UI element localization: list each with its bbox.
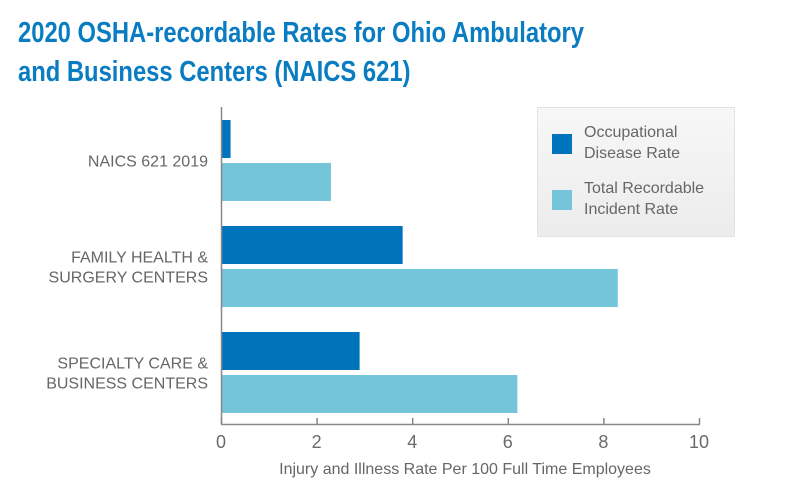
occupational-disease-bar xyxy=(221,120,231,158)
occupational-disease-bar xyxy=(221,332,360,370)
total-recordable-bar xyxy=(221,375,518,413)
category-label: SURGERY CENTERS xyxy=(49,270,208,287)
x-axis-title: Injury and Illness Rate Per 100 Full Tim… xyxy=(279,461,651,478)
x-tick-label: 0 xyxy=(216,432,226,452)
legend-label: Total Recordable xyxy=(584,180,704,197)
x-tick-label: 8 xyxy=(598,432,608,452)
legend-box xyxy=(537,107,735,237)
legend: Occupational Disease Rate Total Recordable… xyxy=(537,107,735,237)
chart-title-line-2: and Business Centers (NAICS 621) xyxy=(18,56,411,88)
category-label: BUSINESS CENTERS xyxy=(46,376,208,393)
category-label: SPECIALTY CARE & xyxy=(57,356,208,373)
total-recordable-bar xyxy=(221,163,331,201)
legend-label: Incident Rate xyxy=(584,201,678,218)
occupational-disease-bar xyxy=(221,226,403,264)
total-recordable-bar xyxy=(221,269,618,307)
x-tick-label: 6 xyxy=(503,432,513,452)
category-labels: NAICS 621 2019 FAMILY HEALTH & SURGERY CEN… xyxy=(46,154,208,393)
legend-swatch-occupational xyxy=(552,134,572,154)
legend-label: Occupational xyxy=(584,124,677,141)
legend-label: Disease Rate xyxy=(584,145,680,162)
x-tick-label: 10 xyxy=(689,432,709,452)
category-label: NAICS 621 2019 xyxy=(88,154,208,171)
category-label: FAMILY HEALTH & xyxy=(71,250,208,267)
x-axis: 0 2 4 6 8 10 Injury and Illness Rate Per 100 F… xyxy=(216,107,709,478)
chart-title-line-1: 2020 OSHA-recordable Rates for Ohio Ambu… xyxy=(18,17,585,49)
bars-group xyxy=(221,120,618,413)
x-tick-label: 2 xyxy=(312,432,322,452)
x-tick-label: 4 xyxy=(407,432,417,452)
legend-swatch-total xyxy=(552,190,572,210)
chart-title: 2020 OSHA-recordable Rates for Ohio Ambu… xyxy=(18,14,584,92)
